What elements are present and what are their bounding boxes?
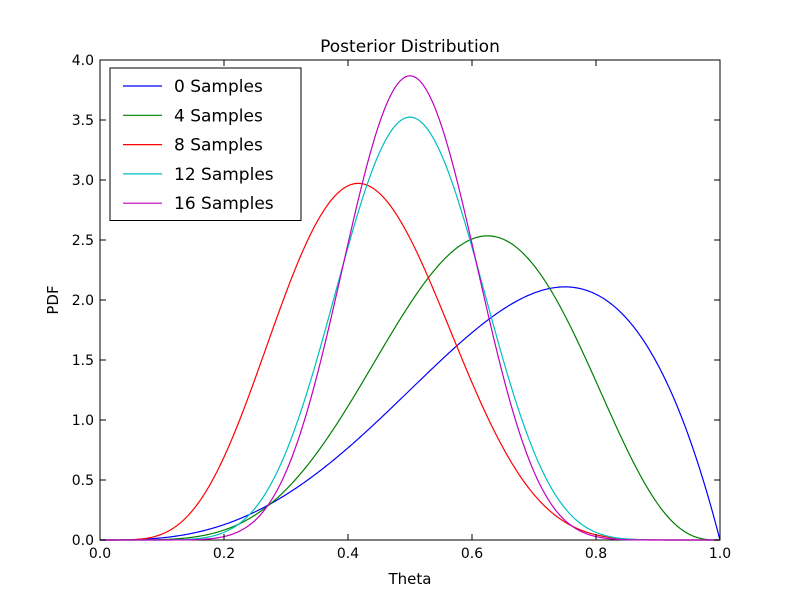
series-line-1	[100, 235, 720, 541]
series-line-0	[100, 286, 721, 541]
legend-label: 16 Samples	[174, 194, 274, 214]
x-axis-label: Theta	[388, 570, 432, 588]
series-line-4	[100, 75, 720, 541]
x-tick-label: 0.0	[89, 546, 111, 562]
x-tick-label: 0.6	[461, 546, 483, 562]
legend-label: 0 Samples	[174, 77, 263, 97]
legend-label: 4 Samples	[174, 106, 263, 126]
y-tick-label: 0.0	[72, 533, 94, 549]
chart-title: Posterior Distribution	[320, 37, 500, 57]
y-tick-label: 0.5	[72, 473, 94, 489]
x-tick-label: 1.0	[709, 546, 731, 562]
y-axis: 0.0 0.5 1.0 1.5 2.0 2.5 3.0 3.5 4.0	[72, 53, 720, 549]
legend: 0 Samples 4 Samples 8 Samples 12 Samples 16 …	[109, 67, 302, 221]
x-tick-label: 0.4	[337, 546, 359, 562]
legend-label: 8 Samples	[174, 136, 263, 156]
y-tick-label: 3.5	[72, 113, 94, 129]
y-tick-label: 1.0	[72, 413, 94, 429]
series-line-3	[100, 116, 720, 541]
series-group	[100, 75, 721, 541]
x-axis: 0.0 0.2 0.4 0.6 0.8 1.0	[89, 60, 731, 562]
y-axis-label: PDF	[44, 285, 62, 314]
x-tick-label: 0.2	[213, 546, 235, 562]
y-tick-label: 4.0	[72, 53, 94, 69]
y-tick-label: 2.0	[72, 293, 94, 309]
x-tick-label: 0.8	[585, 546, 607, 562]
y-tick-label: 1.5	[72, 353, 94, 369]
y-tick-label: 2.5	[72, 233, 94, 249]
y-tick-label: 3.0	[72, 173, 94, 189]
legend-label: 12 Samples	[174, 165, 274, 185]
